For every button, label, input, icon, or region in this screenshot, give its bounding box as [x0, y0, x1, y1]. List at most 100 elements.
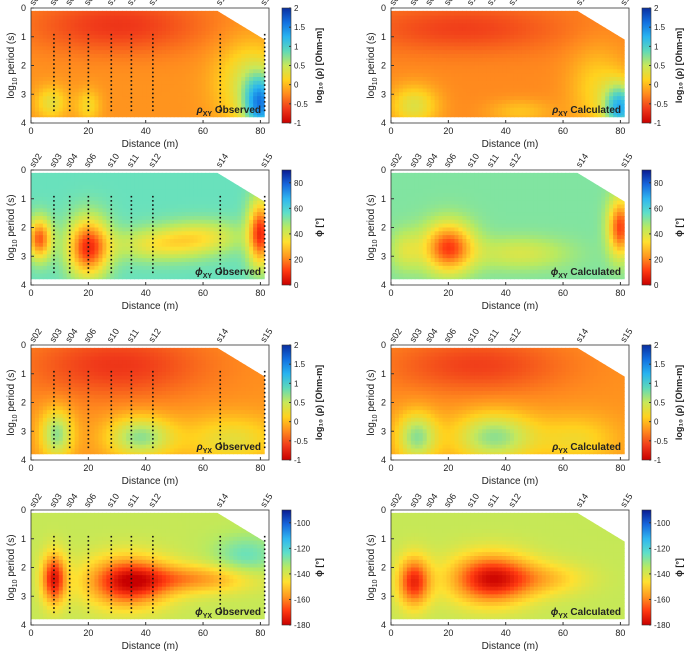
heatmap-cell — [126, 38, 131, 44]
heatmap-cell — [146, 185, 151, 190]
heatmap-cell — [557, 10, 563, 13]
heatmap-cell — [165, 239, 171, 244]
heatmap-cell — [118, 46, 123, 51]
heatmap-cell — [613, 115, 618, 118]
heatmap-cell — [613, 42, 618, 47]
heatmap-cell — [533, 50, 539, 55]
heatmap-cell — [177, 42, 183, 47]
heatmap-cell — [42, 189, 48, 194]
heatmap-cell — [601, 11, 606, 17]
heatmap-cell — [257, 38, 262, 44]
heatmap-cell — [193, 173, 199, 179]
heatmap-cell — [66, 242, 72, 248]
heatmap-cell — [486, 34, 491, 40]
y-tick-label: 3 — [21, 89, 26, 99]
heatmap-cell — [229, 34, 234, 40]
heatmap-cell — [146, 31, 151, 36]
heatmap-cell — [90, 73, 96, 78]
heatmap-cell — [233, 212, 238, 217]
heatmap-cell — [130, 100, 135, 105]
heatmap-cell — [165, 80, 171, 86]
heatmap-cell — [398, 92, 404, 97]
heatmap-cell — [82, 212, 88, 217]
heatmap-cell — [225, 235, 230, 240]
heatmap-cell — [426, 10, 432, 13]
heatmap-cell — [31, 10, 36, 13]
heatmap-cell — [62, 185, 68, 190]
heatmap-cell — [177, 88, 183, 93]
heatmap-cell — [58, 10, 64, 13]
heatmap-cell — [114, 50, 119, 55]
heatmap-cell — [541, 38, 547, 44]
heatmap-cell — [565, 92, 571, 97]
heatmap-cell — [249, 103, 254, 109]
heatmap-cell — [86, 242, 92, 248]
heatmap-cell — [153, 208, 159, 213]
heatmap-cell — [38, 46, 44, 51]
heatmap-cell — [90, 193, 96, 198]
heatmap-cell — [553, 15, 559, 21]
heatmap-cell — [106, 88, 111, 93]
heatmap-cell — [118, 42, 123, 47]
heatmap-cell — [225, 216, 230, 221]
heatmap-cell — [205, 239, 211, 244]
heatmap-cell — [142, 103, 147, 109]
heatmap-cell — [506, 19, 511, 24]
heatmap-cell — [414, 10, 420, 13]
heatmap-cell — [205, 34, 211, 40]
heatmap-cell — [130, 19, 135, 24]
heatmap-cell — [66, 46, 72, 51]
heatmap-cell — [410, 31, 416, 36]
heatmap-cell — [205, 15, 211, 21]
heatmap-cell — [165, 111, 171, 116]
heatmap-cell — [189, 92, 195, 97]
heatmap-cell — [585, 19, 590, 24]
x-tick-label: 0 — [388, 126, 393, 136]
heatmap-cell — [153, 80, 159, 86]
heatmap-cell — [454, 15, 460, 21]
heatmap-cell — [146, 227, 151, 232]
heatmap-cell — [102, 193, 107, 198]
heatmap-cell — [565, 103, 571, 109]
heatmap-cell — [205, 111, 211, 116]
heatmap-cell — [150, 46, 155, 51]
heatmap-cell — [617, 57, 622, 63]
heatmap-cell — [157, 219, 163, 225]
heatmap-cell — [34, 181, 40, 186]
heatmap-cell — [482, 88, 487, 93]
heatmap-cell — [130, 223, 135, 229]
heatmap-cell — [86, 177, 92, 183]
heatmap-cell — [466, 103, 471, 109]
heatmap-cell — [177, 80, 183, 86]
heatmap-cell — [82, 92, 88, 97]
heatmap-cell — [150, 15, 155, 21]
heatmap-cell — [474, 38, 479, 44]
heatmap-cell — [225, 10, 230, 13]
heatmap-cell — [517, 54, 523, 59]
heatmap-cell — [257, 57, 262, 63]
heatmap-cell — [98, 46, 103, 51]
heatmap-cell — [90, 173, 96, 179]
heatmap-cell — [245, 216, 250, 221]
heatmap-cell — [66, 193, 72, 198]
heatmap-cell — [245, 27, 250, 32]
heatmap-cell — [130, 111, 135, 116]
heatmap-cell — [181, 80, 187, 86]
heatmap-cell — [253, 73, 258, 78]
heatmap-cell — [150, 235, 155, 240]
heatmap-cell — [593, 115, 598, 118]
heatmap-cell — [577, 80, 582, 86]
heatmap-cell — [102, 242, 107, 248]
heatmap-cell — [502, 88, 507, 93]
heatmap-cell — [94, 231, 100, 236]
heatmap-cell — [585, 84, 590, 90]
heatmap-cell — [34, 42, 40, 47]
heatmap-cell — [110, 69, 115, 74]
heatmap-cell — [261, 27, 265, 32]
heatmap-cell — [569, 69, 575, 74]
heatmap-cell — [31, 38, 36, 44]
heatmap-cell — [62, 77, 68, 82]
y-label-part: log — [366, 85, 377, 98]
heatmap-cell — [506, 10, 511, 13]
heatmap-cell — [398, 10, 404, 13]
